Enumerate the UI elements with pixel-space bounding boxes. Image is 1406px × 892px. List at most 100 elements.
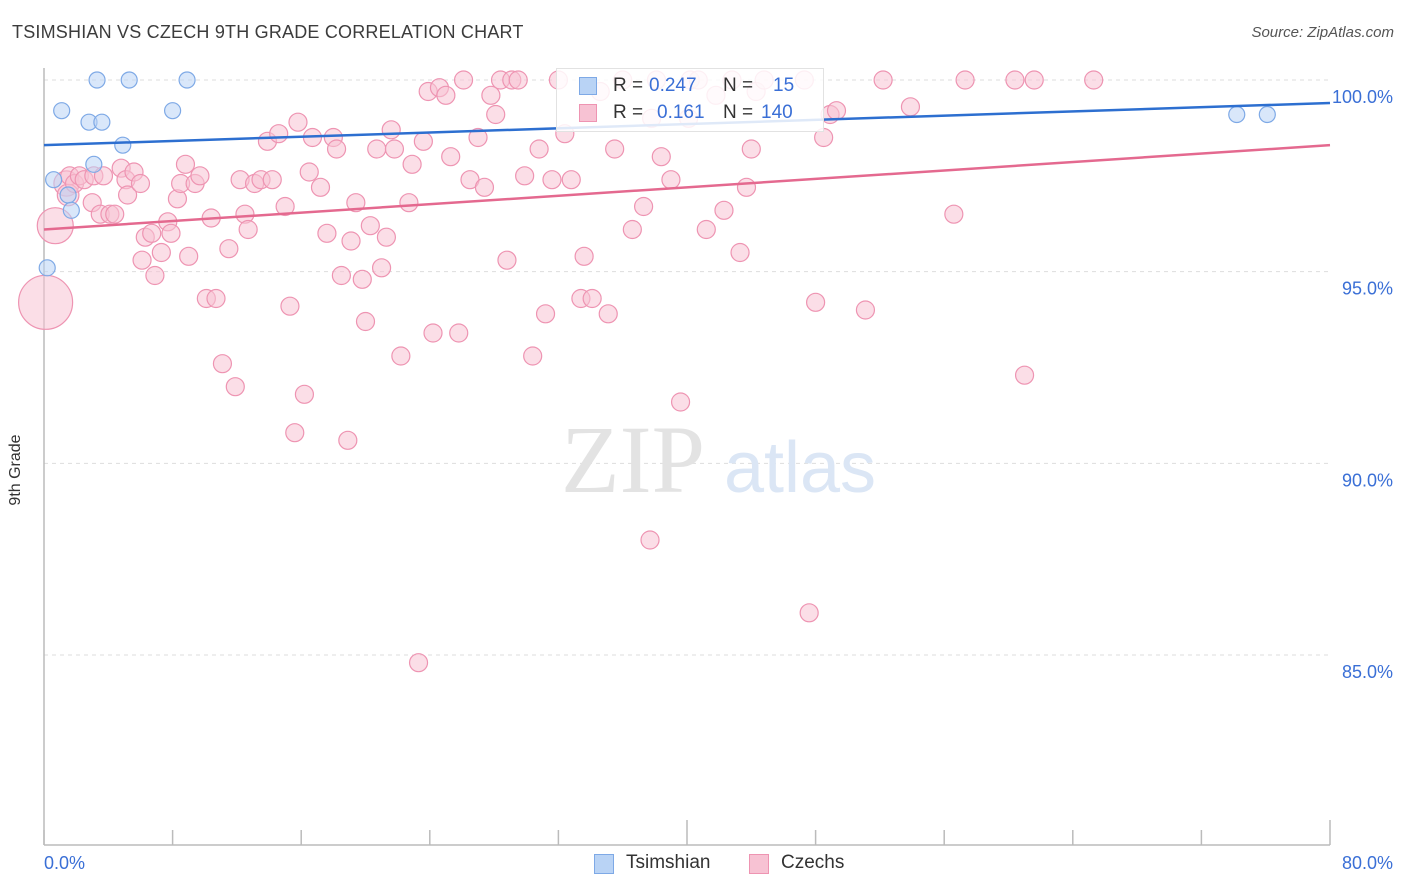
n-label: N = xyxy=(723,102,754,123)
czech-points xyxy=(18,70,1104,673)
y-tick-label: 95.0% xyxy=(1342,279,1393,299)
tsimshian-point xyxy=(1258,105,1276,124)
watermark-zip: ZIP xyxy=(561,406,705,513)
n-label: N = xyxy=(723,75,754,96)
czech-point xyxy=(151,242,171,263)
tick-labels: 100.0% 95.0% 90.0% 85.0% 0.0% 80.0% xyxy=(44,87,1393,873)
czech-point xyxy=(799,603,819,623)
czech-point xyxy=(317,223,337,243)
tsimshian-point xyxy=(114,136,132,154)
czech-point xyxy=(900,97,921,117)
czech-point xyxy=(262,170,282,190)
czech-point xyxy=(384,139,405,159)
tsimshian-point xyxy=(93,113,111,131)
n-value: 15 xyxy=(773,75,795,96)
czech-point xyxy=(598,304,618,324)
czech-point xyxy=(326,139,347,159)
czech-point xyxy=(338,430,358,450)
tsimshian-point xyxy=(164,102,182,120)
n-value: 140 xyxy=(761,102,793,123)
tsimshian-point xyxy=(45,171,63,189)
tsimshian-point xyxy=(178,71,196,89)
r-label: R = xyxy=(613,102,644,123)
series-legend: Tsimshian Czechs xyxy=(0,852,1406,878)
czech-point xyxy=(436,85,456,105)
czech-point xyxy=(826,101,847,121)
czech-point xyxy=(574,246,594,266)
czech-point xyxy=(399,193,419,213)
czech-point xyxy=(730,242,750,263)
czech-point xyxy=(468,127,488,148)
czech-point xyxy=(105,204,125,224)
czech-point xyxy=(179,246,199,266)
y-axis-label: 9th Grade xyxy=(7,434,24,506)
r-value: 0.247 xyxy=(649,75,697,96)
r-value: 0.161 xyxy=(657,102,705,123)
czech-point xyxy=(93,166,114,186)
tsimshian-swatch xyxy=(594,854,614,874)
czech-point xyxy=(955,70,975,90)
czech-point xyxy=(381,120,401,140)
czech-point xyxy=(670,392,691,412)
czech-point xyxy=(117,185,138,205)
czech-point xyxy=(280,296,300,316)
czech-point xyxy=(542,170,562,190)
czech-point xyxy=(640,530,660,550)
czech-point xyxy=(142,223,162,243)
czech-point xyxy=(529,139,549,159)
czech-point xyxy=(212,354,233,374)
czech-point xyxy=(294,384,315,404)
czech-point xyxy=(736,177,757,197)
czech-point xyxy=(269,124,289,144)
tsimshian-point xyxy=(59,186,77,204)
czech-point xyxy=(474,177,495,197)
czech-point xyxy=(481,85,501,105)
czech-point xyxy=(535,304,556,324)
gridlines xyxy=(44,79,1330,656)
tsimshian-point xyxy=(120,71,138,89)
czech-point xyxy=(408,653,429,673)
czech-point xyxy=(1084,70,1104,90)
czech-point xyxy=(331,265,351,286)
czech-point xyxy=(402,154,422,174)
czech-point xyxy=(206,288,226,309)
chart-title: TSIMSHIAN VS CZECH 9TH GRADE CORRELATION… xyxy=(12,22,524,42)
legend-label: Czechs xyxy=(781,852,845,873)
czech-trend-line xyxy=(43,143,1331,231)
czech-point xyxy=(633,196,654,217)
czech-point xyxy=(515,166,535,186)
source-label: Source: ZipAtlas.com xyxy=(1251,24,1394,41)
czech-point xyxy=(310,177,331,197)
czech-point xyxy=(497,250,517,270)
czech-point xyxy=(161,223,181,243)
r-label: R = xyxy=(613,75,644,96)
watermark: ZIP atlas xyxy=(561,406,876,513)
czech-point xyxy=(741,139,761,159)
tsimshian-point xyxy=(1228,105,1246,124)
tsimshian-point xyxy=(85,155,103,173)
tsimshian-points xyxy=(38,71,1276,277)
czech-point xyxy=(1014,365,1035,385)
czech-point xyxy=(275,196,295,217)
y-tick-label: 100.0% xyxy=(1332,87,1393,107)
y-tick-label: 85.0% xyxy=(1342,662,1393,682)
czech-point xyxy=(360,216,380,236)
czech-point xyxy=(190,166,210,186)
czech-point xyxy=(944,204,964,224)
czech-point xyxy=(225,377,245,397)
czech-point xyxy=(1005,70,1025,90)
czech-point xyxy=(413,131,433,151)
czech-point xyxy=(36,207,74,245)
x-tick-label: 0.0% xyxy=(44,853,85,873)
czech-point xyxy=(441,147,461,167)
czech-point xyxy=(130,173,151,194)
czech-point xyxy=(622,219,642,240)
czech-point xyxy=(873,70,893,90)
czech-point xyxy=(219,239,239,259)
czech-point xyxy=(582,288,602,309)
czech-point xyxy=(714,200,734,220)
czech-point xyxy=(449,323,469,343)
tsimshian-point xyxy=(53,102,71,120)
czech-point xyxy=(18,274,74,330)
